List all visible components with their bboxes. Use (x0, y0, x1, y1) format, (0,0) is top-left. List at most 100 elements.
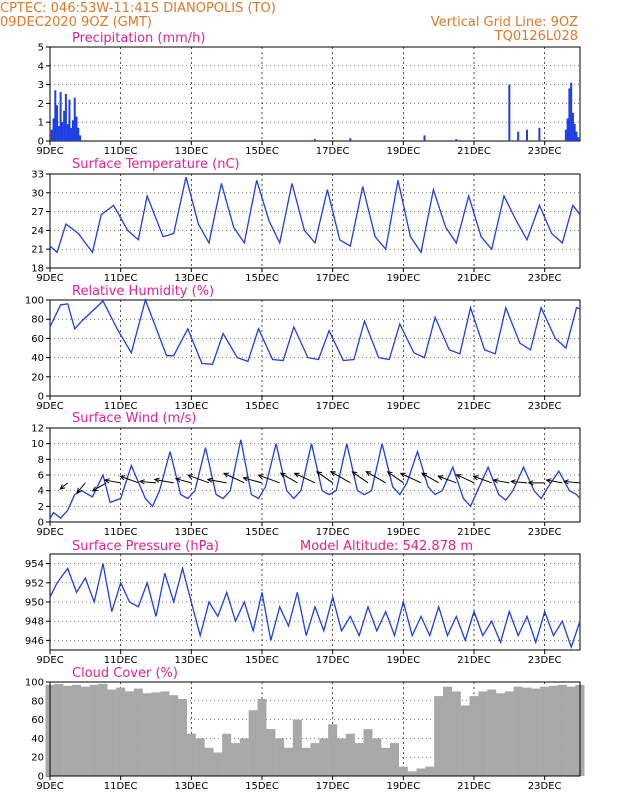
wind-vector-head (492, 478, 499, 484)
wind-vector (546, 479, 563, 484)
y-tick-label: 952 (25, 578, 44, 589)
precip-bar (56, 105, 59, 141)
x-tick-label: 13DEC (174, 655, 208, 666)
wind-vector-head (315, 471, 322, 477)
x-tick-label: 23DEC (528, 273, 562, 284)
cloud-bar (169, 695, 179, 776)
precip-bar (568, 88, 571, 141)
x-tick-label: 15DEC (245, 655, 279, 666)
cloud-bar (416, 768, 426, 776)
cloud-bar (381, 747, 391, 776)
precip-bar (577, 137, 580, 141)
wind-vector-head (103, 478, 110, 484)
y-tick-label: 1 (38, 118, 44, 129)
y-tick-label: 21 (31, 245, 44, 256)
cloud-bar (213, 752, 223, 776)
precip-bar (79, 135, 82, 141)
precip-bar (575, 131, 578, 141)
precip-bar (64, 94, 67, 141)
wind-vector (366, 471, 386, 484)
y-tick-label: 0 (38, 772, 44, 783)
wind-vector (421, 472, 439, 484)
cloud-bar (451, 691, 461, 776)
wind-vector-head (509, 479, 516, 485)
x-tick-label: 15DEC (245, 273, 279, 284)
precip-bar (564, 129, 567, 141)
precip-bar (517, 131, 520, 141)
y-tick-label: 30 (31, 188, 44, 199)
cloud-bar (125, 691, 134, 776)
y-tick-label: 60 (31, 334, 44, 345)
rh-series-line (49, 297, 581, 365)
precip-bar (50, 129, 53, 141)
precip-bar (508, 84, 511, 141)
wind-vector (511, 480, 528, 484)
cloud-bar (239, 738, 249, 776)
x-tick-label: 17DEC (316, 655, 350, 666)
precip-bar (71, 120, 74, 141)
wind-vector-head (527, 480, 534, 486)
cloud-bar (222, 733, 232, 776)
precip-bar (73, 97, 76, 141)
cloud-bar (54, 683, 64, 776)
x-tick-label: 23DEC (528, 146, 562, 157)
x-tick-label: 23DEC (528, 401, 562, 412)
y-tick-label: 80 (31, 696, 44, 707)
header-location: CPTEC: 046:53W-11:41S DIANOPOLIS (TO) (0, 1, 276, 16)
y-tick-label: 954 (25, 559, 44, 570)
wind-vector-head (351, 471, 358, 477)
y-tick-label: 5 (38, 43, 44, 54)
y-tick-label: 10 (31, 439, 44, 450)
x-tick-label: 19DEC (386, 655, 420, 666)
wind-vector-head (472, 475, 479, 481)
cloud-bar (522, 687, 532, 776)
y-tick-label: 946 (25, 636, 44, 647)
wind-vector (456, 474, 475, 484)
humidity-title: Relative Humidity (%) (72, 284, 214, 299)
plot-frame (49, 553, 581, 651)
cloud-bar (434, 696, 444, 776)
x-tick-label: 11DEC (104, 655, 138, 666)
cloud-bar (337, 738, 346, 776)
precip-bar (566, 118, 569, 141)
cloud-bar (460, 705, 470, 776)
precip-bar (70, 127, 73, 141)
cloud-bar (301, 747, 311, 776)
cloud-bar (566, 686, 576, 776)
temp-series-line (49, 176, 581, 254)
x-tick-label: 9DEC (36, 146, 63, 157)
cloud-bar (425, 766, 435, 776)
y-tick-label: 948 (25, 617, 44, 628)
wind-vector (154, 479, 174, 484)
x-tick-label: 15DEC (245, 527, 279, 538)
x-tick-label: 13DEC (174, 527, 208, 538)
cloud-bar (549, 685, 558, 776)
x-tick-label: 9DEC (36, 527, 63, 538)
y-tick-label: 40 (31, 353, 44, 364)
header-grid-note: Vertical Grid Line: 9OZ (431, 15, 578, 30)
x-tick-label: 21DEC (457, 655, 491, 666)
wind-vector (76, 482, 86, 493)
x-tick-label: 21DEC (457, 527, 491, 538)
precip-bar (455, 139, 458, 141)
cloud-bar (257, 698, 267, 776)
y-tick-label: 100 (25, 678, 44, 689)
precip-bar (349, 138, 352, 141)
cloud-bar (142, 693, 152, 776)
precip-bar (314, 139, 316, 141)
wind-vector-head (279, 472, 286, 478)
plot-frame (49, 299, 581, 397)
header-code: TQ0126L028 (494, 29, 578, 44)
wind-vector-head (91, 486, 98, 492)
wind-series-line (49, 439, 581, 519)
humidity-panel: Relative Humidity (%) 0 20 40 60 80 100 9DEC 11… (25, 284, 581, 412)
y-tick-label: 20 (31, 372, 44, 383)
wind-vector-head (399, 472, 406, 478)
cloud-bar (151, 692, 161, 776)
temperature-panel: Surface Temperature (nC) 18 21 24 27 30 33 9DE… (31, 157, 581, 284)
x-tick-label: 21DEC (457, 146, 491, 157)
x-tick-label: 17DEC (316, 146, 350, 157)
plot-frame (49, 173, 581, 269)
wind-vector (243, 477, 263, 484)
